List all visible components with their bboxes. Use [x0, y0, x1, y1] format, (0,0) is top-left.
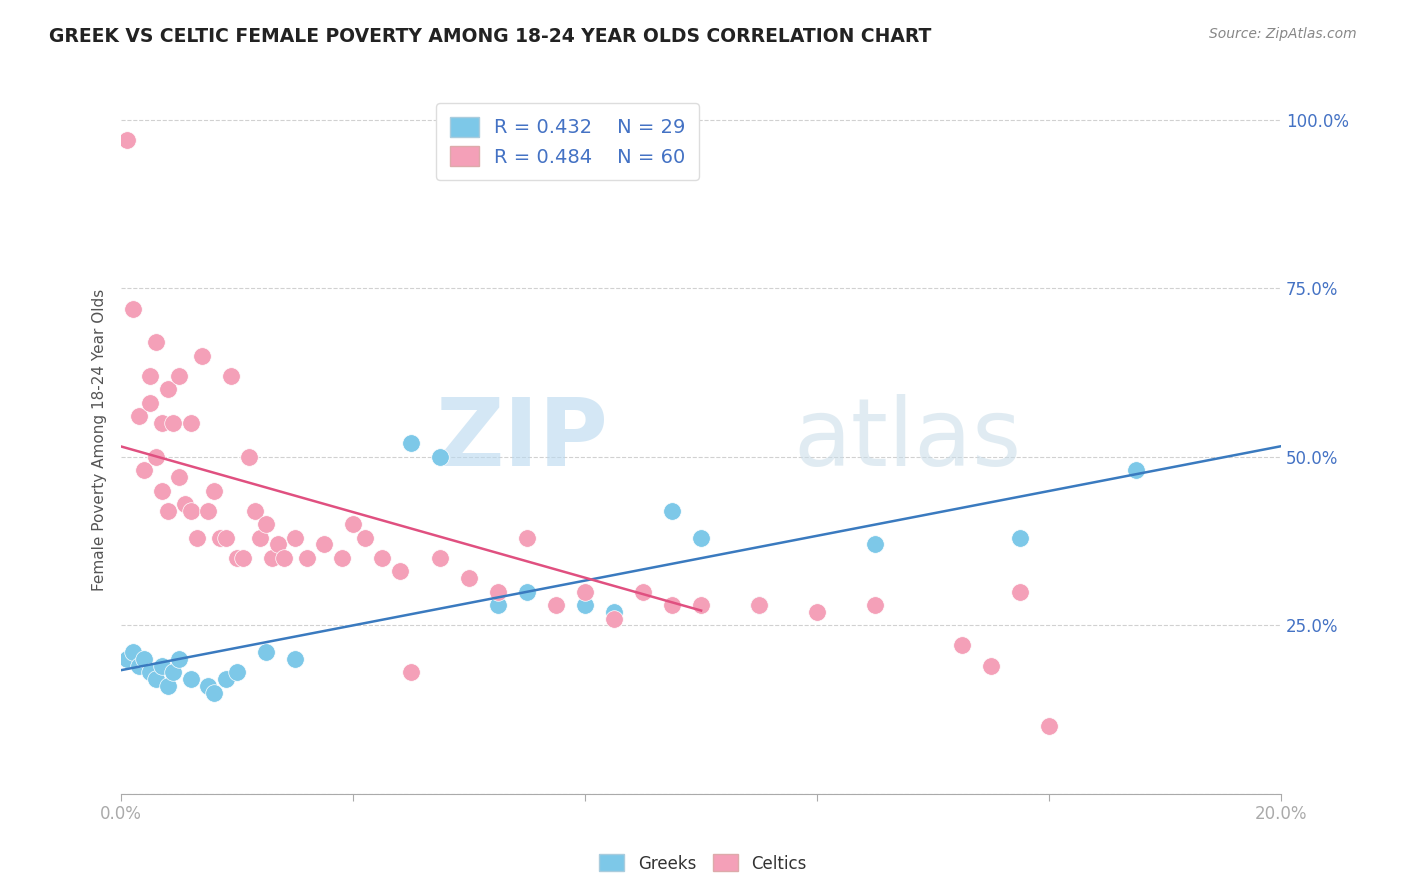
Point [690, 598, 713, 612]
Point [134, 463, 156, 477]
Point [115, 133, 138, 147]
Point [174, 497, 197, 511]
Point [260, 550, 283, 565]
Point [1125, 463, 1147, 477]
Point [121, 301, 143, 316]
Point [214, 531, 236, 545]
Point [115, 652, 138, 666]
Point [806, 605, 828, 619]
Point [980, 658, 1002, 673]
Point [574, 584, 596, 599]
Point [139, 665, 162, 680]
Point [661, 504, 683, 518]
Point [145, 450, 167, 464]
Point [863, 598, 886, 612]
Point [167, 652, 190, 666]
Point [284, 652, 307, 666]
Point [202, 483, 225, 498]
Point [295, 550, 318, 565]
Point [486, 598, 509, 612]
Point [139, 369, 162, 384]
Point [214, 672, 236, 686]
Point [180, 416, 202, 430]
Text: GREEK VS CELTIC FEMALE POVERTY AMONG 18-24 YEAR OLDS CORRELATION CHART: GREEK VS CELTIC FEMALE POVERTY AMONG 18-… [49, 27, 932, 45]
Point [232, 550, 254, 565]
Point [388, 565, 411, 579]
Point [134, 652, 156, 666]
Point [249, 531, 271, 545]
Point [371, 550, 394, 565]
Point [429, 450, 451, 464]
Point [314, 537, 336, 551]
Point [486, 584, 509, 599]
Point [603, 611, 626, 625]
Point [353, 531, 375, 545]
Point [516, 584, 538, 599]
Point [221, 369, 243, 384]
Point [180, 672, 202, 686]
Point [150, 658, 173, 673]
Point [863, 537, 886, 551]
Point [208, 531, 231, 545]
Point [458, 571, 481, 585]
Point [603, 605, 626, 619]
Point [748, 598, 770, 612]
Point [162, 416, 184, 430]
Point [661, 598, 683, 612]
Legend: R = 0.432    N = 29, R = 0.484    N = 60: R = 0.432 N = 29, R = 0.484 N = 60 [436, 103, 699, 180]
Point [139, 396, 162, 410]
Legend: Greeks, Celtics: Greeks, Celtics [593, 847, 813, 880]
Point [748, 598, 770, 612]
Point [167, 369, 190, 384]
Point [156, 504, 179, 518]
Point [145, 335, 167, 350]
Point [202, 685, 225, 699]
Point [516, 531, 538, 545]
Point [226, 550, 249, 565]
Point [243, 504, 266, 518]
Text: atlas: atlas [794, 394, 1022, 486]
Point [226, 665, 249, 680]
Point [284, 531, 307, 545]
Point [145, 672, 167, 686]
Point [238, 450, 260, 464]
Point [1038, 719, 1060, 733]
Point [150, 483, 173, 498]
Point [162, 665, 184, 680]
Point [690, 531, 713, 545]
Point [399, 436, 422, 450]
Point [546, 598, 568, 612]
Point [156, 383, 179, 397]
Point [631, 584, 654, 599]
Point [950, 639, 973, 653]
Point [180, 504, 202, 518]
Point [342, 517, 364, 532]
Point [273, 550, 295, 565]
Point [128, 658, 150, 673]
Point [121, 645, 143, 659]
Text: ZIP: ZIP [436, 394, 609, 486]
Point [330, 550, 353, 565]
Point [150, 416, 173, 430]
Text: Source: ZipAtlas.com: Source: ZipAtlas.com [1209, 27, 1357, 41]
Point [429, 550, 451, 565]
Point [574, 598, 596, 612]
Point [186, 531, 208, 545]
Point [128, 409, 150, 424]
Point [1008, 531, 1031, 545]
Point [167, 470, 190, 484]
Point [1008, 584, 1031, 599]
Point [254, 517, 277, 532]
Point [254, 645, 277, 659]
Y-axis label: Female Poverty Among 18-24 Year Olds: Female Poverty Among 18-24 Year Olds [93, 289, 107, 591]
Point [191, 349, 214, 363]
Point [267, 537, 290, 551]
Point [156, 679, 179, 693]
Point [399, 665, 422, 680]
Point [197, 679, 219, 693]
Point [197, 504, 219, 518]
